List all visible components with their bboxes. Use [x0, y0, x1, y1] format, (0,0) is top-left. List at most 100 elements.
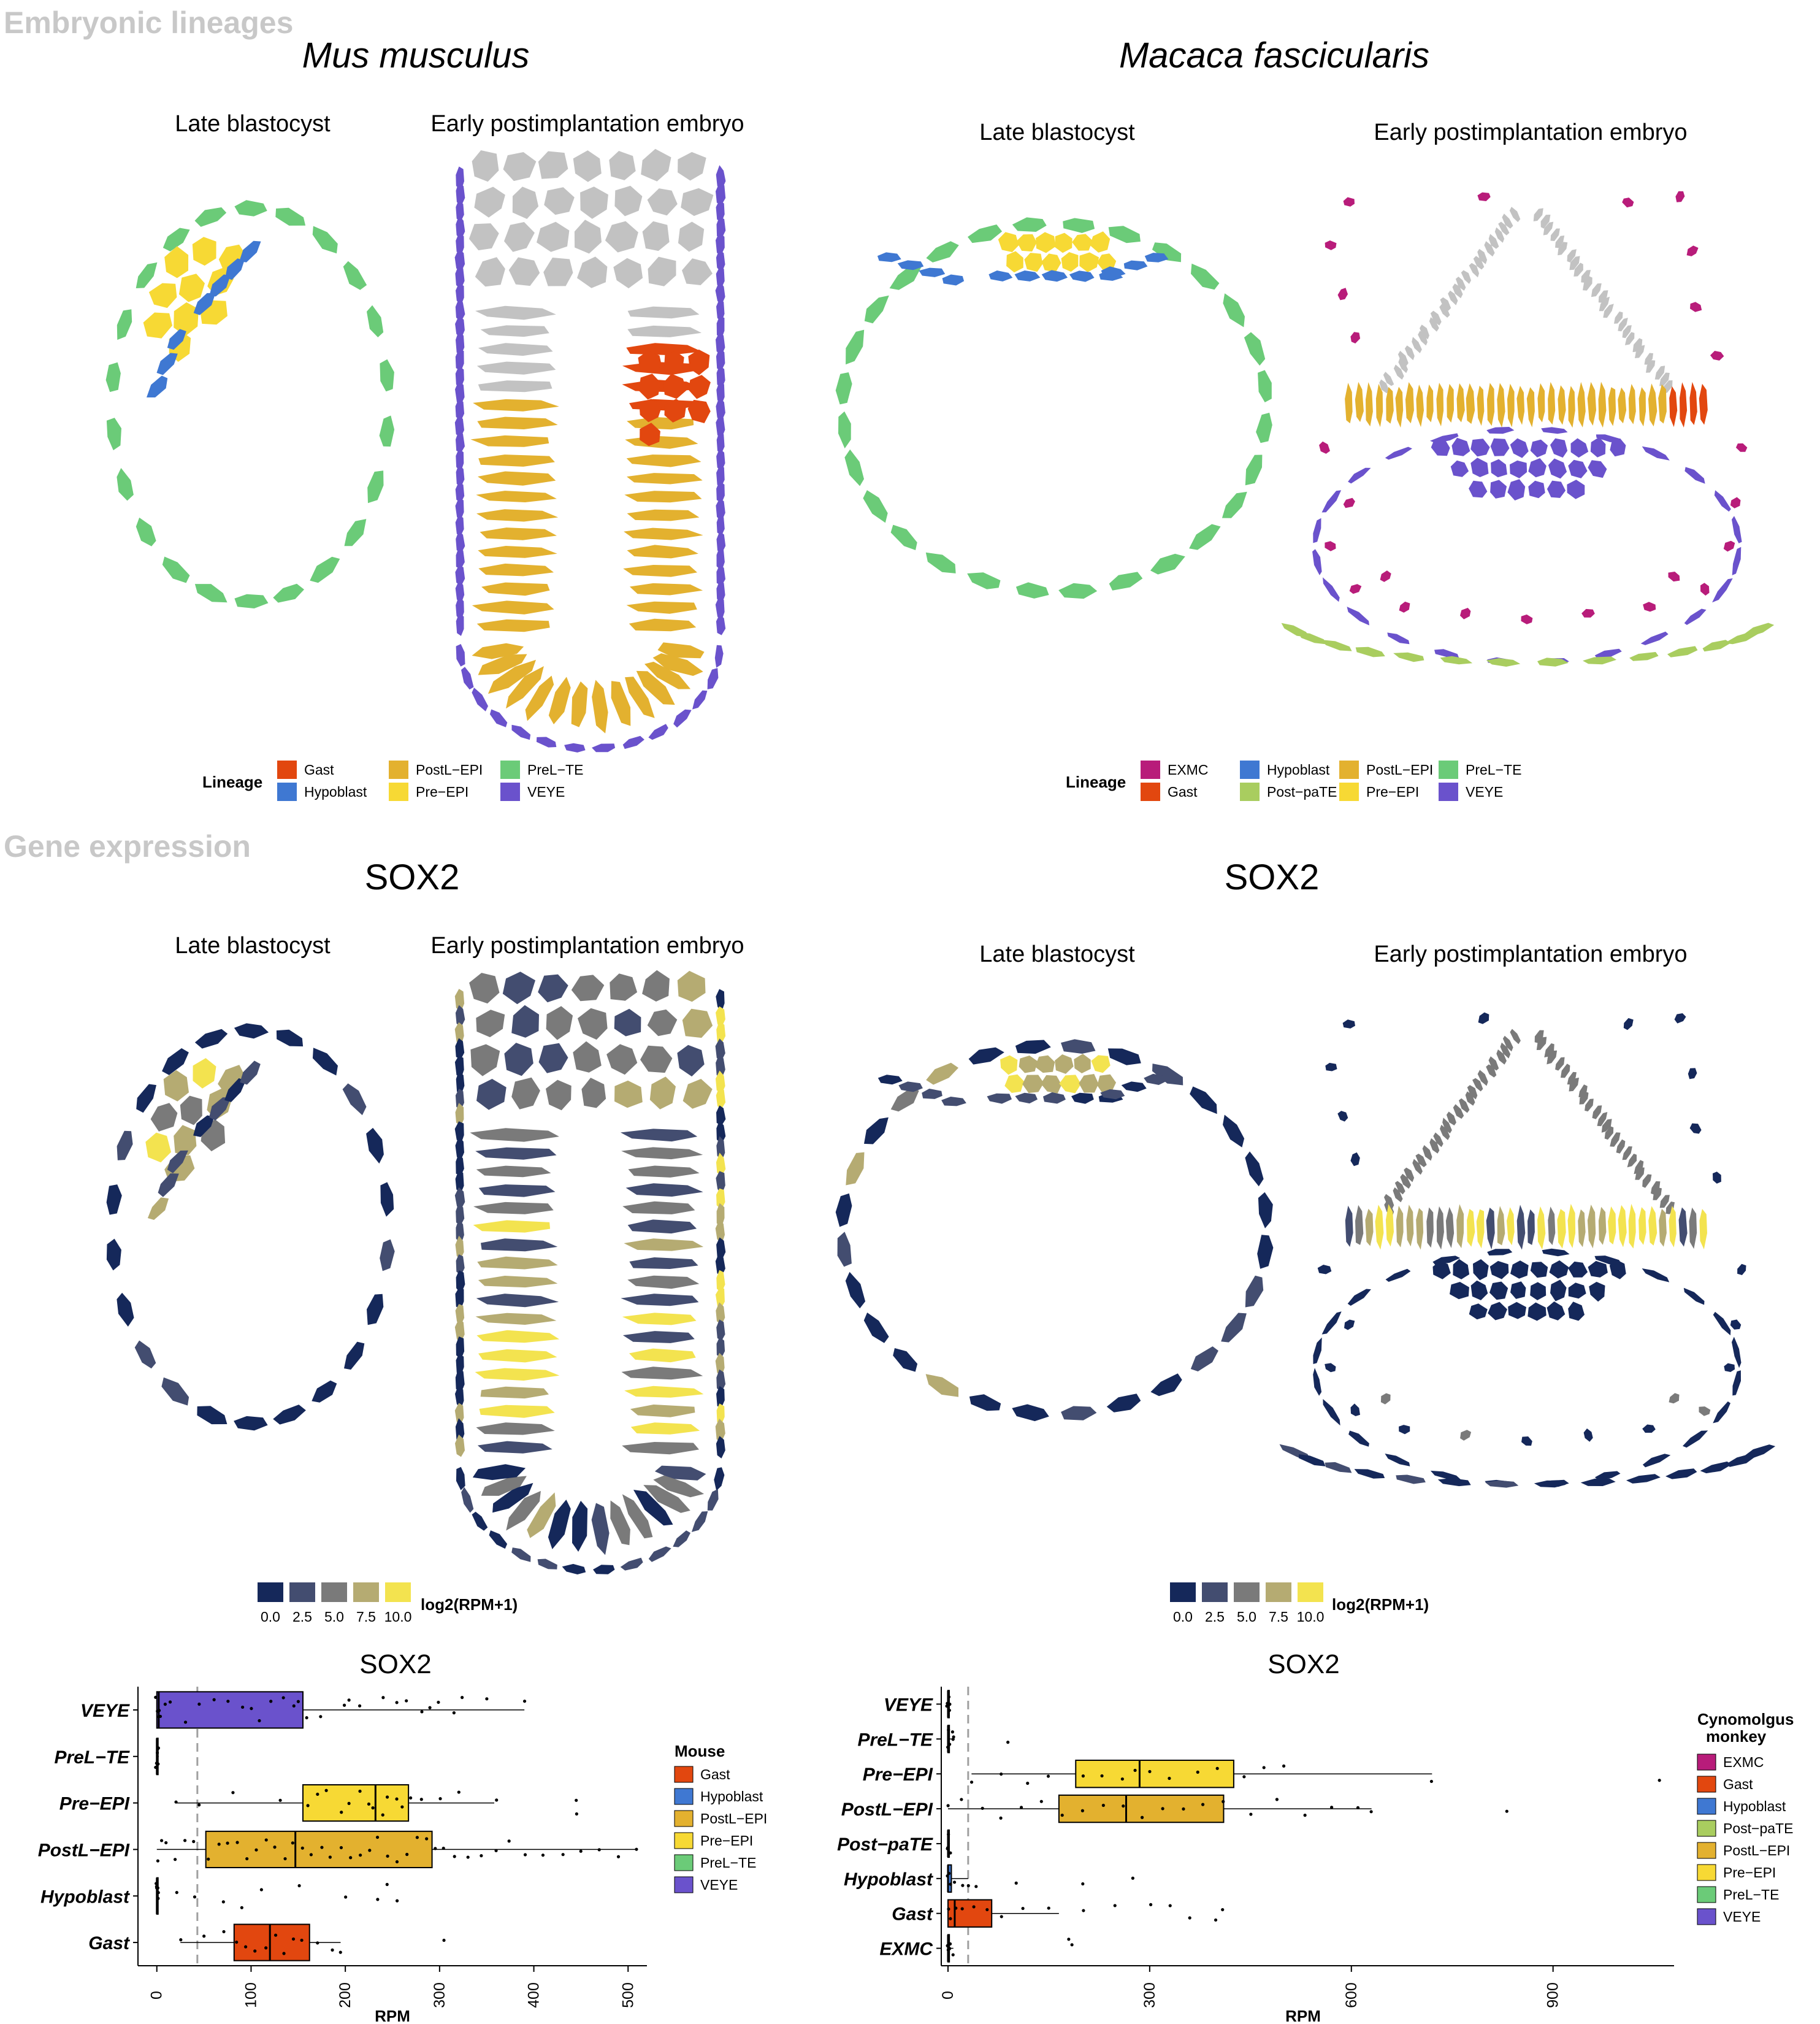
epi-cell	[630, 1422, 700, 1435]
epi-cell	[1486, 1207, 1495, 1250]
data-point	[966, 1884, 970, 1888]
ve-cell	[456, 1218, 464, 1244]
icm-cell	[1090, 231, 1111, 253]
hypoblast-cell	[158, 1173, 179, 1197]
yolk-sac-cell	[1323, 1399, 1340, 1426]
ve-cell	[716, 1319, 725, 1341]
data-point	[949, 1917, 952, 1920]
data-point	[254, 1848, 258, 1852]
amnion-cell	[1439, 304, 1450, 318]
category-label: VEYE	[80, 1701, 130, 1721]
yolk-sac-cell	[1348, 467, 1371, 484]
ve-cell	[716, 298, 725, 323]
epi-cell	[621, 1294, 699, 1306]
yolk-sac-cell	[1348, 1430, 1369, 1447]
ve-cell	[456, 1070, 465, 1095]
epi-cell	[622, 1201, 695, 1214]
ve-cell	[455, 349, 464, 372]
te-cell	[234, 200, 267, 217]
amnion-cell	[1618, 318, 1628, 332]
data-point	[466, 1855, 470, 1859]
epi-cell	[1598, 1206, 1607, 1245]
amnion-cell	[1583, 276, 1592, 291]
te-cell	[1245, 454, 1263, 486]
amnion-cell	[1384, 1194, 1394, 1209]
data-point	[999, 1816, 1003, 1820]
ve-cell	[454, 1056, 464, 1079]
exe-cell	[678, 221, 705, 252]
data-point	[212, 1698, 216, 1701]
epi-cell	[626, 343, 702, 356]
data-point	[442, 1938, 446, 1942]
data-point	[164, 1841, 168, 1845]
data-point	[273, 1933, 278, 1937]
te-cell	[194, 1029, 228, 1049]
exmc-cell	[1668, 572, 1680, 582]
ve-cell	[716, 1120, 726, 1144]
ve-cell	[489, 1530, 508, 1549]
epi-cell	[506, 666, 544, 709]
boxplot-legend-label: EXMC	[1723, 1754, 1764, 1770]
data-point	[292, 1704, 296, 1708]
gene-title-monkey: SOX2	[1225, 857, 1320, 897]
data-point	[339, 1846, 343, 1850]
epi-cell	[1699, 1209, 1707, 1249]
amnion-cell	[1420, 324, 1429, 340]
ve-cell	[455, 481, 465, 503]
ve-cell	[716, 217, 726, 239]
data-point	[371, 1806, 375, 1810]
epi-cell	[592, 680, 608, 734]
stage-label-monkey-late: Late blastocyst	[979, 120, 1135, 145]
te-cell	[379, 415, 395, 447]
data-point	[396, 1899, 399, 1903]
data-point	[960, 1798, 963, 1801]
data-point	[1182, 1807, 1185, 1811]
ve-cell	[1568, 1261, 1588, 1278]
amnion-cell	[1404, 345, 1415, 361]
hypoblast-cell	[225, 258, 245, 280]
amnion-cell	[1510, 1029, 1521, 1045]
monkey-lineage-legend: Lineage EXMC Gast Hypoblast Post−paTE PostL−…	[1066, 761, 1521, 801]
te-cell	[234, 1023, 269, 1039]
data-point	[1000, 1772, 1003, 1776]
yolk-sac-cell	[1385, 1268, 1411, 1282]
exmc-cell	[1478, 1012, 1489, 1024]
amnion-cell	[1642, 1174, 1652, 1188]
exe-cell	[580, 186, 608, 219]
amnion-cell	[1440, 1124, 1450, 1140]
exe-cell	[504, 1043, 533, 1076]
te-cell	[926, 1062, 958, 1085]
data-point	[1046, 1774, 1050, 1778]
te-cell	[136, 1084, 156, 1113]
epi-cell	[1366, 382, 1373, 427]
epi-cell	[657, 642, 705, 659]
pate-cell	[1440, 656, 1473, 665]
amnion-cell	[1467, 1085, 1478, 1100]
te-cell	[273, 1405, 306, 1425]
data-point	[945, 1704, 949, 1708]
ve-cell	[537, 1558, 557, 1570]
boxplot-legend-label: VEYE	[700, 1877, 738, 1893]
exe-cell	[470, 1044, 500, 1076]
data-point	[282, 1952, 286, 1955]
data-point	[1161, 1807, 1164, 1811]
data-point	[250, 1707, 253, 1711]
data-point	[316, 1941, 319, 1945]
expr-legend-swatch	[353, 1582, 379, 1602]
te-cell	[1150, 1373, 1182, 1397]
amnion-cell	[1569, 256, 1580, 270]
data-point	[1214, 1918, 1218, 1922]
ve-cell	[715, 1352, 725, 1376]
ve-cell	[716, 498, 725, 523]
hypoblast-cell	[156, 353, 178, 375]
amnion-cell	[1651, 1181, 1661, 1195]
data-point	[358, 1704, 362, 1708]
data-point	[226, 1700, 230, 1703]
mouse-late-blastocyst-sox2-diagram	[106, 1023, 395, 1431]
category-label: Gast	[892, 1904, 934, 1925]
te-cell	[1152, 242, 1182, 263]
boxplot-legend-swatch	[674, 1788, 694, 1805]
ve-cell	[1549, 1260, 1569, 1279]
data-point	[328, 1855, 332, 1859]
stage-label-mouse-late: Late blastocyst	[175, 111, 331, 137]
